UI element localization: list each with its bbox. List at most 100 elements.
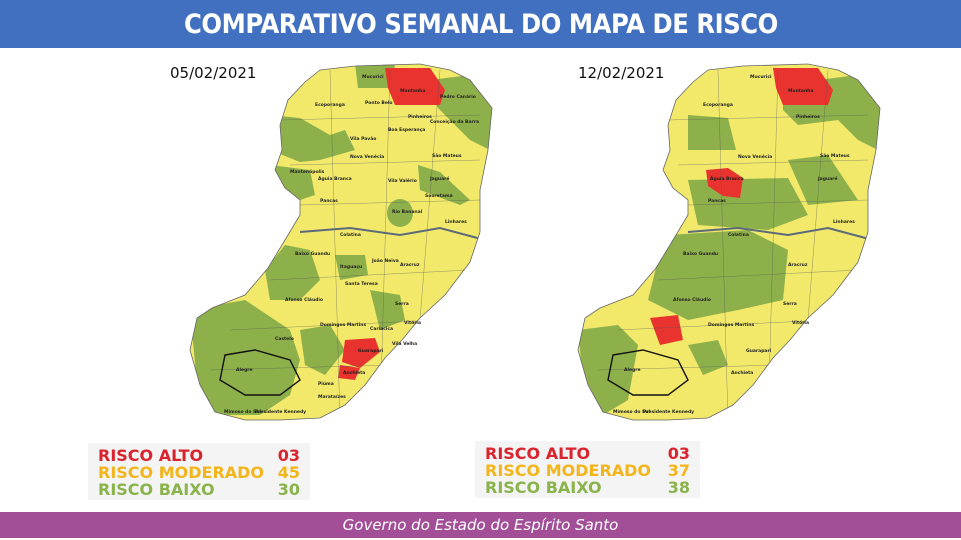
region-venda-nova-high — [650, 315, 683, 345]
label: Cariacica — [370, 326, 393, 332]
region-south-west — [190, 300, 300, 415]
region-jaguare — [418, 165, 470, 205]
label: Nova Venécia — [350, 153, 384, 160]
label: Pinheiros — [408, 114, 432, 120]
label: Vitória — [404, 319, 421, 326]
label: Alegre — [236, 367, 253, 373]
caparao-outline — [607, 349, 689, 396]
label: Guarapari — [358, 348, 384, 354]
map-right: Mucurici Montanha Ecoporanga Pinheiros S… — [577, 63, 881, 421]
label: Marataízes — [318, 393, 346, 400]
label: Linhares — [833, 219, 855, 225]
legend-label: RISCO BAIXO — [98, 480, 215, 499]
legend-row-moderate: RISCO MODERADO 45 — [98, 464, 300, 481]
legend-count: 38 — [667, 478, 690, 497]
municipality-labels-right: Mucurici Montanha Ecoporanga Pinheiros S… — [613, 74, 855, 415]
legend-row-high: RISCO ALTO 03 — [98, 447, 300, 464]
map-date-right: 12/02/2021 — [578, 64, 665, 82]
label: Baixo Guandu — [683, 251, 718, 257]
region-mantenopolis — [270, 165, 315, 200]
label: Linhares — [445, 219, 467, 225]
label: Afonso Cláudio — [285, 296, 323, 303]
region-anchieta-high — [338, 365, 360, 380]
legend-label: RISCO BAIXO — [485, 478, 602, 497]
label: Aracruz — [788, 262, 808, 268]
label: Castelo — [275, 336, 294, 342]
legend-label: RISCO ALTO — [98, 446, 204, 465]
footer-bar: Governo do Estado do Espírito Santo — [0, 512, 961, 538]
label: Conceição da Barra — [430, 119, 479, 125]
label: Águia Branca — [318, 175, 352, 182]
label: São Mateus — [820, 153, 850, 159]
legend-row-low: RISCO BAIXO 30 — [98, 481, 300, 498]
label: Ponto Belo — [365, 100, 393, 106]
label: Vitória — [792, 319, 809, 326]
label: Serra — [783, 301, 797, 307]
rio-doce-river — [299, 226, 486, 241]
label: Colatina — [340, 232, 361, 238]
label: Afonso Cláudio — [673, 296, 711, 303]
label: Itaguaçu — [340, 264, 362, 270]
label: Anchieta — [343, 370, 365, 376]
label: Pancas — [708, 198, 726, 204]
label: Mucurici — [362, 74, 384, 80]
footer-text: Governo do Estado do Espírito Santo — [342, 516, 619, 534]
legend-row-low: RISCO BAIXO 38 — [485, 479, 690, 496]
label: Serra — [395, 301, 409, 307]
label: Anchieta — [731, 370, 753, 376]
label: Boa Esperança — [388, 127, 425, 133]
label: João Neiva — [371, 258, 399, 264]
region-alfredo-chaves — [688, 340, 728, 375]
region-barra-sao-francisco — [688, 115, 736, 150]
region-baixo-guandu — [265, 245, 320, 300]
header-bar: COMPARATIVO SEMANAL DO MAPA DE RISCO — [0, 0, 961, 48]
region-rio-bananal — [387, 199, 413, 227]
map-left: Mucurici Montanha Ecoporanga Pinheiros C… — [189, 63, 493, 421]
region-aguia-branca-high — [706, 168, 743, 198]
label: Presidente Kennedy — [255, 409, 306, 415]
label: Montanha — [788, 88, 813, 94]
label: Sooretama — [425, 193, 453, 199]
region-guarapari-high — [342, 338, 380, 368]
label: Mucurici — [750, 74, 772, 80]
label: Vila Velha — [392, 341, 417, 347]
label: Piúma — [318, 380, 334, 387]
map-date-left: 05/02/2021 — [170, 64, 257, 82]
label: Vila Valério — [388, 177, 417, 184]
label: Presidente Kennedy — [643, 409, 694, 415]
label: Pedro Canário — [440, 93, 476, 100]
label: Mantenópolis — [290, 168, 325, 175]
label: Rio Bananal — [392, 209, 423, 215]
region-barra-sao-francisco — [270, 115, 355, 162]
region-jaguare — [788, 155, 858, 205]
legend-row-high: RISCO ALTO 03 — [485, 445, 690, 462]
legend-label: RISCO MODERADO — [485, 461, 652, 480]
region-serra — [370, 290, 405, 330]
region-montanha-high — [773, 68, 833, 105]
legend-label: RISCO ALTO — [485, 444, 591, 463]
legend-count: 30 — [277, 480, 300, 499]
label: Ecoporanga — [703, 102, 733, 108]
region-central — [648, 230, 788, 320]
legend-count: 45 — [277, 463, 300, 482]
label: Domingos Martins — [708, 322, 754, 328]
region-itaguacu — [335, 255, 368, 280]
region-conceicao-da-barra — [816, 75, 880, 150]
legend-left: RISCO ALTO 03 RISCO MODERADO 45 RISCO BAIX… — [88, 443, 310, 500]
page-title: COMPARATIVO SEMANAL DO MAPA DE RISCO — [183, 8, 778, 40]
label: Ecoporanga — [315, 102, 345, 108]
label: Guarapari — [746, 348, 772, 354]
caparao-outline — [219, 349, 301, 396]
label: Mimoso do Sul — [224, 409, 261, 415]
label: Alegre — [624, 367, 641, 373]
rio-doce-river — [687, 226, 874, 241]
region-south-west — [578, 325, 638, 415]
label: São Mateus — [432, 153, 462, 159]
label: Vila Pavão — [350, 136, 376, 142]
legend-count: 03 — [667, 444, 690, 463]
region-mucurici — [355, 64, 395, 88]
municipality-labels-extra: Pedro Canário Ponto Belo Boa Esperança V… — [224, 93, 476, 415]
label: Pinheiros — [796, 114, 820, 120]
label: Montanha — [400, 88, 425, 94]
